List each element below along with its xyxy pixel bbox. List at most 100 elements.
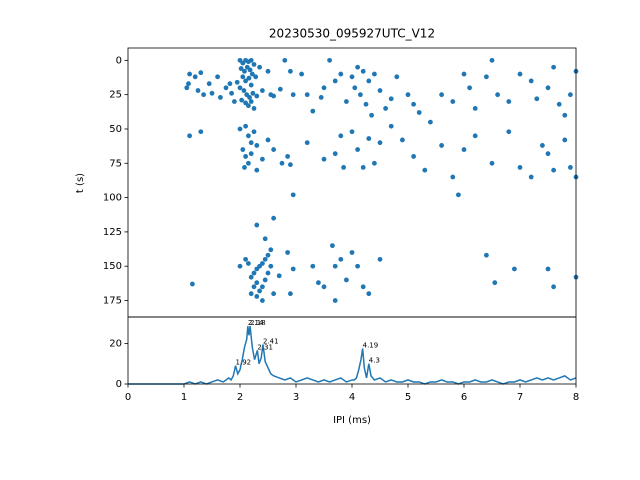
- point: [388, 123, 394, 129]
- point: [285, 154, 290, 159]
- point: [251, 129, 257, 135]
- point: [237, 85, 243, 91]
- point: [247, 95, 252, 100]
- point: [338, 256, 344, 262]
- point: [332, 263, 338, 269]
- point: [472, 105, 478, 111]
- point: [248, 291, 254, 297]
- point: [248, 151, 254, 157]
- point: [195, 88, 201, 93]
- point: [241, 88, 247, 93]
- point: [461, 71, 467, 77]
- point: [528, 78, 534, 84]
- point: [422, 167, 428, 173]
- point: [310, 108, 316, 114]
- point: [534, 96, 540, 102]
- point: [411, 101, 416, 107]
- y-tick-label: 0: [116, 379, 122, 390]
- point: [568, 92, 573, 98]
- x-tick-label: 4: [349, 392, 355, 403]
- y-tick-label: 50: [109, 124, 122, 135]
- point: [262, 256, 268, 262]
- point: [338, 133, 344, 139]
- point: [248, 274, 254, 280]
- point: [254, 266, 260, 272]
- point: [229, 90, 235, 96]
- point: [360, 284, 366, 290]
- point: [366, 291, 372, 297]
- point: [271, 215, 276, 221]
- point: [254, 294, 260, 299]
- point: [246, 133, 251, 139]
- y-tick-label: 125: [103, 227, 122, 238]
- point: [288, 162, 293, 168]
- point: [366, 78, 372, 84]
- point: [285, 250, 290, 255]
- point: [332, 151, 338, 157]
- x-tick-label: 1: [181, 392, 187, 403]
- point: [227, 81, 233, 87]
- point: [251, 105, 257, 111]
- point: [262, 236, 268, 242]
- y-tick-label: 175: [103, 296, 122, 307]
- point: [201, 92, 207, 98]
- point: [246, 75, 252, 81]
- point: [562, 112, 568, 118]
- point: [223, 85, 229, 91]
- y-tick-label: 75: [109, 158, 122, 169]
- point: [330, 243, 335, 249]
- point: [243, 78, 249, 84]
- point: [248, 99, 254, 104]
- point: [257, 288, 262, 294]
- point: [187, 71, 193, 77]
- point: [290, 266, 296, 272]
- point: [506, 99, 512, 104]
- point: [450, 174, 456, 180]
- point: [551, 64, 556, 70]
- x-tick-label: 8: [573, 392, 579, 403]
- point: [249, 71, 255, 77]
- chart-title: 20230530_095927UTC_V12: [269, 27, 435, 41]
- point: [349, 74, 355, 80]
- point: [246, 261, 251, 266]
- annotation: 2.41: [263, 337, 279, 345]
- point: [257, 64, 262, 70]
- point: [186, 81, 191, 87]
- point: [254, 167, 260, 173]
- point: [551, 284, 556, 290]
- point: [545, 85, 551, 91]
- annotation: 1.92: [236, 359, 252, 367]
- point: [299, 71, 304, 77]
- point: [234, 79, 240, 85]
- point: [242, 68, 247, 74]
- point: [439, 92, 444, 98]
- point: [271, 291, 276, 297]
- x-axis-label: IPI (ms): [333, 415, 371, 426]
- annotation: 4.3: [369, 357, 380, 365]
- point: [310, 263, 316, 269]
- point: [218, 95, 223, 100]
- point: [271, 93, 276, 99]
- point: [243, 154, 249, 159]
- point: [467, 85, 472, 91]
- point: [265, 137, 271, 143]
- point: [472, 133, 478, 139]
- point: [187, 133, 193, 139]
- point: [332, 78, 338, 84]
- x-tick-label: 3: [293, 392, 299, 403]
- annotation: 2.18: [250, 319, 266, 327]
- point: [246, 160, 251, 166]
- point: [321, 85, 327, 91]
- point: [349, 129, 355, 135]
- x-tick-label: 6: [461, 392, 467, 403]
- point: [215, 74, 221, 80]
- point: [265, 270, 271, 276]
- point: [240, 74, 246, 80]
- point: [327, 57, 332, 63]
- point: [288, 68, 293, 74]
- point: [248, 82, 254, 88]
- point: [240, 147, 246, 152]
- point: [338, 71, 344, 77]
